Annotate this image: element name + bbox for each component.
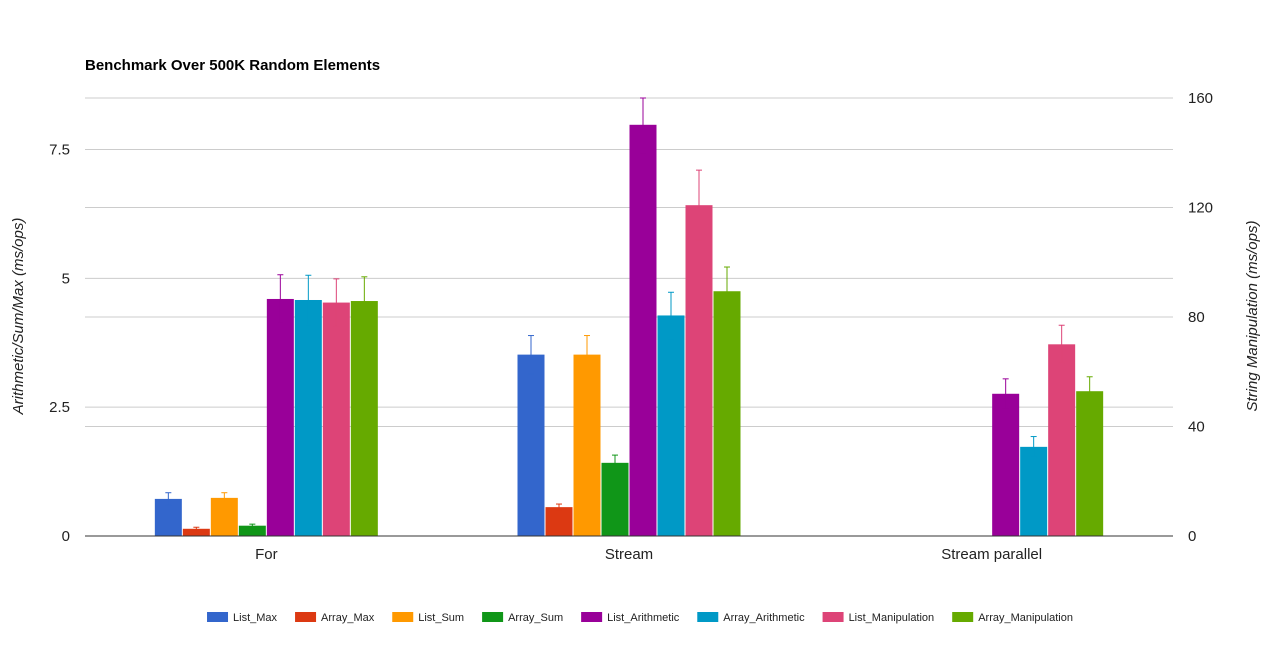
bar-Array_Manipulation bbox=[713, 291, 741, 536]
right-tick-label: 80 bbox=[1188, 309, 1205, 326]
bar-Array_Manipulation bbox=[1076, 391, 1104, 536]
category-label: For bbox=[255, 546, 278, 563]
right-axis-ticks: 0 40 80 120 160 bbox=[1188, 90, 1213, 545]
bar-Array_Arithmetic bbox=[1020, 446, 1048, 536]
legend-label-List_Manipulation: List_Manipulation bbox=[849, 612, 935, 624]
right-axis-title: String Manipulation (ms/ops) bbox=[1244, 221, 1261, 412]
bar-Array_Arithmetic bbox=[657, 315, 685, 536]
bar-List_Manipulation bbox=[685, 205, 713, 536]
legend-label-Array_Arithmetic: Array_Arithmetic bbox=[723, 612, 805, 624]
legend-label-List_Arithmetic: List_Arithmetic bbox=[607, 612, 680, 624]
bar-List_Max bbox=[517, 354, 545, 536]
bar-Array_Max bbox=[545, 507, 573, 536]
gridlines bbox=[85, 97, 1173, 427]
legend-swatch-List_Arithmetic bbox=[581, 612, 603, 622]
legend-label-Array_Sum: Array_Sum bbox=[508, 612, 563, 624]
left-axis-title: Arithmetic/Sum/Max (ms/ops) bbox=[10, 218, 27, 416]
left-tick-label: 5 bbox=[62, 270, 70, 287]
legend-swatch-List_Sum bbox=[392, 612, 414, 622]
bar-series-group bbox=[85, 97, 1173, 537]
category-label: Stream bbox=[605, 546, 653, 563]
left-tick-label: 0 bbox=[62, 528, 70, 545]
legend-swatch-Array_Arithmetic bbox=[697, 612, 719, 622]
bar-List_Arithmetic bbox=[266, 298, 294, 536]
legend: List_Max Array_Max List_Sum Array_Sum List_A… bbox=[207, 612, 1073, 624]
bar-Array_Max bbox=[182, 528, 210, 536]
bar-Array_Sum bbox=[238, 525, 266, 536]
category-label: Stream parallel bbox=[941, 546, 1042, 563]
bar-List_Manipulation bbox=[322, 302, 350, 536]
legend-label-Array_Manipulation: Array_Manipulation bbox=[978, 612, 1073, 624]
bar-Array_Arithmetic bbox=[294, 299, 322, 536]
right-tick-label: 160 bbox=[1188, 90, 1213, 107]
legend-label-List_Max: List_Max bbox=[233, 612, 278, 624]
legend-label-List_Sum: List_Sum bbox=[418, 612, 464, 624]
right-tick-label: 120 bbox=[1188, 200, 1213, 217]
bar-List_Arithmetic bbox=[992, 393, 1020, 536]
bar-List_Arithmetic bbox=[629, 124, 657, 537]
legend-label-Array_Max: Array_Max bbox=[321, 612, 375, 624]
bar-Array_Manipulation bbox=[350, 301, 378, 536]
chart-title: Benchmark Over 500K Random Elements bbox=[85, 57, 380, 74]
left-tick-label: 7.5 bbox=[49, 142, 70, 159]
left-axis-ticks: 0 2.5 5 7.5 bbox=[49, 142, 70, 545]
legend-swatch-List_Max bbox=[207, 612, 229, 622]
legend-swatch-Array_Sum bbox=[482, 612, 504, 622]
right-tick-label: 40 bbox=[1188, 419, 1205, 436]
category-labels: For Stream Stream parallel bbox=[255, 546, 1042, 563]
bar-List_Sum bbox=[573, 354, 601, 536]
bar-List_Sum bbox=[210, 497, 238, 536]
bar-Array_Sum bbox=[601, 462, 629, 536]
legend-swatch-Array_Max bbox=[295, 612, 317, 622]
left-tick-label: 2.5 bbox=[49, 399, 70, 416]
right-tick-label: 0 bbox=[1188, 528, 1196, 545]
legend-swatch-List_Manipulation bbox=[822, 612, 844, 622]
bar-List_Manipulation bbox=[1048, 344, 1076, 536]
legend-swatch-Array_Manipulation bbox=[952, 612, 974, 622]
